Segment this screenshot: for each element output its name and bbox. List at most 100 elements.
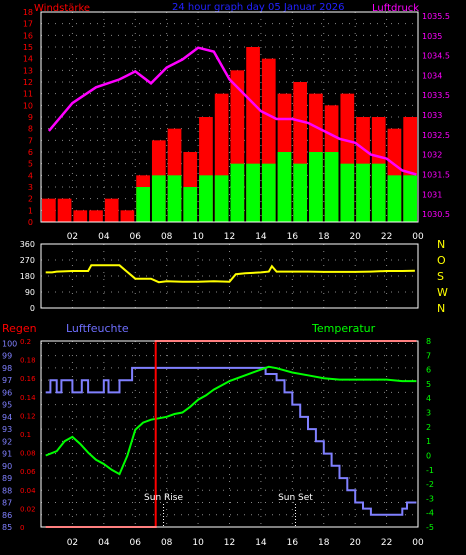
panel1-x-tick: 12 bbox=[224, 232, 235, 242]
panel3-humidity-tick: 91 bbox=[2, 450, 12, 459]
wind-bar bbox=[183, 187, 198, 222]
temperature-line bbox=[45, 365, 417, 476]
panel3-temperature-tick: 6 bbox=[426, 366, 431, 375]
panel1-y-left-tick: 0 bbox=[28, 218, 33, 227]
panel3-x-tick: 14 bbox=[255, 538, 267, 548]
wind-bar bbox=[230, 163, 245, 222]
panel3-temperature-tick: 1 bbox=[426, 437, 431, 446]
panel2-direction-label: N bbox=[437, 238, 445, 251]
panel1-x-tick: 00 bbox=[412, 232, 424, 242]
panel3-humidity-tick: 88 bbox=[2, 486, 12, 495]
panel3-temperature-tick: -1 bbox=[426, 466, 434, 475]
panel3-temperature-tick: -2 bbox=[426, 480, 434, 489]
panel1-x-tick: 18 bbox=[318, 232, 330, 242]
panel3-x-tick: 22 bbox=[381, 538, 392, 548]
panel1-y-left-tick: 1 bbox=[28, 206, 33, 215]
panel1-x-tick: 16 bbox=[287, 232, 299, 242]
wind-bar bbox=[387, 175, 402, 222]
panel3-humidity-tick: 92 bbox=[2, 437, 12, 446]
panel1-x-tick: 04 bbox=[98, 232, 110, 242]
panel2-direction-label: N bbox=[437, 302, 445, 315]
panel1-y-left-tick: 9 bbox=[28, 113, 33, 122]
panel1-y-right-tick: 1033.5 bbox=[422, 91, 450, 100]
panel1-y-right-tick: 1035 bbox=[422, 32, 442, 41]
panel1-y-right-tick: 1031.5 bbox=[422, 170, 450, 179]
panel2-y-tick: 0 bbox=[30, 304, 35, 313]
panel1-y-left-tick: 15 bbox=[23, 43, 33, 52]
wind-bar bbox=[246, 163, 260, 222]
panel1-y-left-tick: 18 bbox=[23, 8, 33, 17]
panel3-humidity-tick: 97 bbox=[2, 376, 12, 385]
panel1-y-right-tick: 1032 bbox=[422, 151, 442, 160]
wind-direction-line bbox=[45, 264, 415, 284]
panel1-x-tick: 10 bbox=[192, 232, 204, 242]
panel3-temperature-label: Temperatur bbox=[311, 322, 376, 335]
panel1-y-right-tick: 1034.5 bbox=[422, 52, 450, 61]
wind-bar bbox=[199, 175, 213, 222]
panel3-temperature-tick: 7 bbox=[426, 351, 431, 360]
panel2-y-tick: 90 bbox=[25, 288, 35, 297]
panel3-humidity-tick: 96 bbox=[2, 388, 12, 397]
panel1-x-tick: 06 bbox=[130, 232, 142, 242]
panel2-direction-label: S bbox=[437, 270, 444, 283]
panel2-y-tick: 360 bbox=[20, 240, 35, 249]
wind-bar bbox=[293, 163, 308, 222]
panel3-x-tick: 18 bbox=[318, 538, 330, 548]
panel1-y-left-tick: 16 bbox=[23, 31, 33, 40]
pressure-line bbox=[47, 46, 417, 176]
wind-bar bbox=[403, 175, 417, 222]
panel1-y-right-tick: 1030.5 bbox=[422, 210, 450, 219]
panel3-rain-tick: 0.12 bbox=[20, 412, 36, 420]
panel1-left-axis-label: Windstärke bbox=[34, 3, 90, 14]
panel1-y-left-tick: 7 bbox=[28, 136, 33, 145]
panel3-humidity-tick: 98 bbox=[2, 364, 12, 373]
panel3-humidity-tick: 95 bbox=[2, 401, 12, 410]
panel3-rain-tick: 0 bbox=[20, 524, 24, 532]
gust-bar bbox=[57, 198, 72, 222]
panel3-humidity-tick: 93 bbox=[2, 425, 12, 434]
sun-annotation-label: Sun Set bbox=[278, 493, 313, 503]
wind-bar bbox=[136, 187, 150, 222]
panel3-rain-tick: 0.14 bbox=[20, 394, 36, 402]
humidity-line bbox=[45, 366, 417, 516]
panel2-direction-label: W bbox=[437, 286, 448, 299]
panel1-y-right-tick: 1035.5 bbox=[422, 12, 450, 21]
panel2-y-tick: 180 bbox=[20, 272, 35, 281]
panel3-humidity-tick: 100 bbox=[2, 339, 17, 348]
panel3-humidity-tick: 85 bbox=[2, 523, 12, 532]
panel3-x-tick: 10 bbox=[192, 538, 204, 548]
panel1-x-tick: 14 bbox=[255, 232, 267, 242]
panel3-rain-label: Regen bbox=[2, 322, 37, 335]
panel1-frame bbox=[40, 11, 419, 223]
gust-bar bbox=[120, 210, 135, 222]
sun-annotation-label: Sun Rise bbox=[144, 493, 183, 503]
wind-bar bbox=[277, 152, 292, 222]
panel1-y-left-tick: 10 bbox=[23, 101, 33, 110]
panel3-rain-tick: 0.18 bbox=[20, 357, 36, 365]
wind-bar bbox=[167, 175, 182, 222]
panel3-temperature-tick: -4 bbox=[426, 509, 434, 518]
panel3-x-tick: 16 bbox=[287, 538, 299, 548]
panel3-rain-tick: 0.02 bbox=[20, 505, 36, 513]
panel1-y-right-tick: 1034 bbox=[422, 71, 442, 80]
panel3-humidity-tick: 89 bbox=[2, 474, 12, 483]
wind-bar bbox=[309, 152, 323, 222]
gust-bar bbox=[73, 210, 88, 222]
panel3-temperature-tick: 4 bbox=[426, 394, 431, 403]
panel1-y-left-tick: 13 bbox=[23, 66, 33, 75]
wind-bar bbox=[324, 152, 339, 222]
panel1-x-tick: 22 bbox=[381, 232, 392, 242]
panel3-x-tick: 00 bbox=[412, 538, 424, 548]
wind-bar bbox=[261, 163, 276, 222]
panel3-temperature-tick: 8 bbox=[426, 337, 431, 346]
panel3-temperature-tick: 0 bbox=[426, 451, 431, 460]
panel3-temperature-tick: 5 bbox=[426, 380, 431, 389]
panel2-frame bbox=[40, 243, 419, 309]
panel1-y-left-tick: 11 bbox=[23, 90, 33, 99]
panel1-y-left-tick: 3 bbox=[28, 183, 33, 192]
panel3-rain-tick: 0.1 bbox=[20, 431, 31, 439]
wind-bar bbox=[340, 163, 355, 222]
gust-bar bbox=[42, 198, 56, 222]
panel3-x-tick: 06 bbox=[130, 538, 142, 548]
